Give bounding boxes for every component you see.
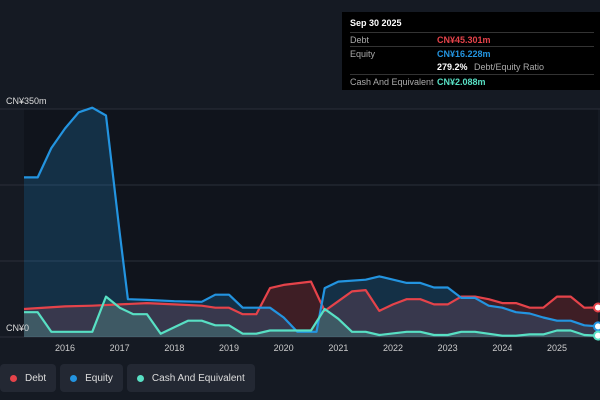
equity-end-marker — [593, 321, 600, 332]
equity-label: Equity — [350, 49, 376, 59]
x-tick-label: 2025 — [546, 343, 568, 353]
x-tick-label: 2016 — [54, 343, 76, 353]
legend-label: Cash And Equivalent — [151, 372, 245, 384]
equity-value: CN¥16.228m — [437, 49, 491, 59]
legend-label: Equity — [85, 372, 113, 384]
debt-dot-icon — [10, 374, 17, 382]
cash-value: CN¥2.088m — [437, 77, 486, 87]
x-tick-label: 2023 — [437, 343, 458, 353]
cash-label: Cash And Equivalent — [350, 77, 434, 87]
equity-dot-icon — [70, 374, 78, 382]
legend-debt[interactable]: Debt — [0, 364, 57, 392]
y-tick-label: CN¥0 — [6, 323, 30, 333]
x-tick-label: 2020 — [273, 343, 294, 353]
equity-line — [24, 106, 599, 333]
tooltip: Sep 30 2025 Debt CN¥45.301m Equity CN¥16.2… — [342, 12, 600, 90]
ratio-label: Debt/Equity Ratio — [474, 62, 545, 72]
debt-line — [23, 280, 599, 316]
legend: Debt Equity Cash And Equivalent — [0, 364, 255, 393]
x-tick-label: 2021 — [328, 343, 349, 353]
x-tick-label: 2019 — [218, 343, 240, 353]
cash-dot-icon — [136, 374, 144, 382]
cash-line — [24, 295, 599, 337]
x-tick-label: 2018 — [164, 343, 185, 353]
debt-label: Debt — [350, 35, 370, 45]
x-tick-label: 2024 — [492, 343, 513, 353]
legend-label: Debt — [25, 372, 47, 384]
x-tick-label: 2022 — [382, 343, 404, 353]
plot-area — [24, 109, 598, 337]
tooltip-date: Sep 30 2025 — [350, 18, 402, 28]
ratio-value: 279.2% — [437, 62, 468, 72]
y-tick-label: CN¥350m — [6, 96, 47, 106]
cash-area — [24, 296, 598, 337]
legend-cash[interactable]: Cash And Equivalent — [126, 364, 255, 392]
debt-end-marker — [593, 302, 600, 313]
debt-area — [24, 281, 598, 337]
equity-area — [24, 107, 598, 337]
cash-end-marker — [593, 330, 600, 341]
debt-value: CN¥45.301m — [437, 35, 491, 45]
legend-equity[interactable]: Equity — [60, 364, 123, 392]
x-tick-label: 2017 — [109, 343, 130, 353]
